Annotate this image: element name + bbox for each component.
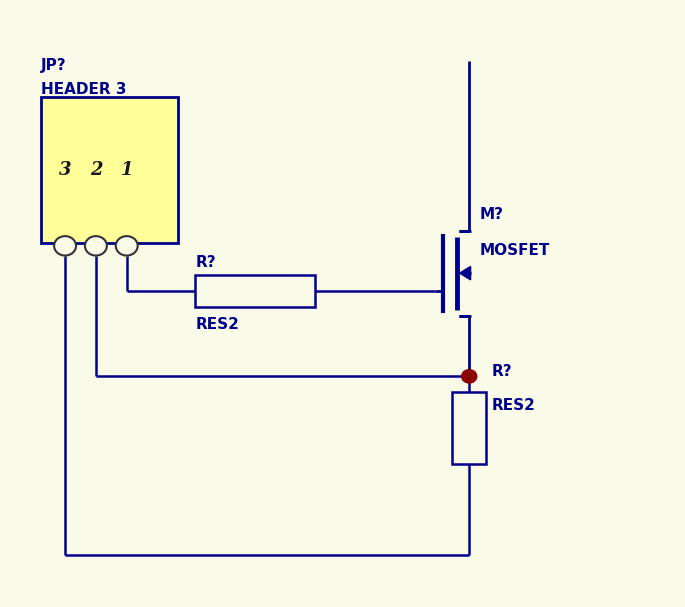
Text: 1: 1 [121, 161, 133, 179]
Polygon shape [460, 266, 471, 280]
Text: 2: 2 [90, 161, 102, 179]
Text: MOSFET: MOSFET [479, 243, 550, 258]
Text: RES2: RES2 [195, 317, 239, 332]
Circle shape [54, 236, 76, 256]
Text: RES2: RES2 [492, 398, 536, 413]
Text: HEADER 3: HEADER 3 [41, 82, 127, 97]
Text: M?: M? [479, 206, 503, 222]
Text: 3: 3 [59, 161, 71, 179]
Text: R?: R? [492, 364, 512, 379]
Bar [452, 392, 486, 464]
Circle shape [462, 370, 477, 383]
Bar [195, 275, 315, 307]
Text: JP?: JP? [41, 58, 66, 73]
Text: R?: R? [195, 255, 216, 270]
Circle shape [116, 236, 138, 256]
Circle shape [85, 236, 107, 256]
Bar [41, 97, 178, 243]
